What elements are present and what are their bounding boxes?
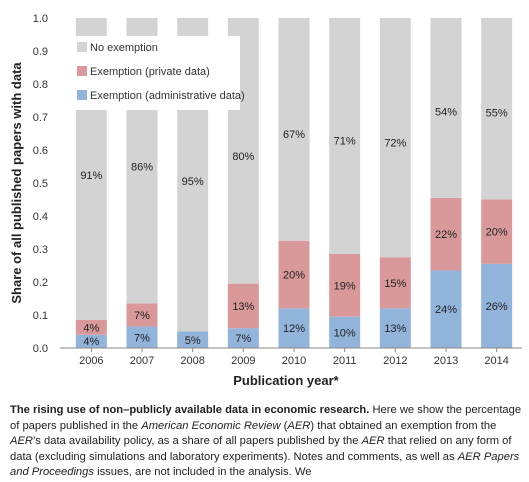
y-tick-label: 0.7 xyxy=(33,112,48,124)
data-label: 71% xyxy=(334,136,356,148)
figure-caption: The rising use of non–publicly available… xyxy=(10,403,522,481)
legend-swatch xyxy=(77,66,87,76)
bar-segment-no-exemption xyxy=(379,18,411,258)
y-tick-label: 0.5 xyxy=(33,178,48,190)
data-label: 91% xyxy=(80,170,102,182)
caption-text: ’s data availability policy, as a share … xyxy=(33,435,362,448)
x-tick-label: 2007 xyxy=(130,355,154,367)
data-label: 13% xyxy=(232,301,254,313)
caption-text: ) that obtained an exemption from the xyxy=(310,419,497,432)
data-label: 95% xyxy=(182,176,204,188)
x-tick-label: 2008 xyxy=(180,355,204,367)
x-tick-label: 2010 xyxy=(282,355,306,367)
legend-swatch xyxy=(77,42,87,52)
bar-segment-no-exemption xyxy=(329,18,361,254)
data-label: 55% xyxy=(486,107,508,119)
caption-text: issues, are not included in the analysis… xyxy=(93,466,312,479)
caption-text: Here we show the percentage of papers pu… xyxy=(10,404,522,432)
bar-segment-administrative xyxy=(481,263,513,348)
data-label: 26% xyxy=(486,301,508,313)
bar-segment-administrative xyxy=(75,334,107,348)
y-tick-label: 0.2 xyxy=(33,277,48,289)
y-axis-label: Share of all published papers with data xyxy=(9,62,24,304)
caption-abbr: AER xyxy=(361,435,385,448)
y-tick-label: 0.1 xyxy=(33,310,48,322)
stacked-bar-chart: 0.0 0.1 0.2 0.3 0.4 0.5 0.6 0.7 0.8 0.9 1.0 4% 4% 91… xyxy=(9,13,522,388)
x-axis-label: Publication year* xyxy=(233,373,339,388)
caption-text: ( xyxy=(280,419,288,432)
data-label: 80% xyxy=(232,151,254,163)
data-label: 7% xyxy=(134,332,150,344)
data-label: 54% xyxy=(435,107,457,119)
y-tick-label: 0.0 xyxy=(33,343,48,355)
bar-segment-private xyxy=(278,240,310,309)
y-tick-label: 0.8 xyxy=(33,79,48,91)
data-label: 4% xyxy=(83,336,99,348)
data-label: 86% xyxy=(131,161,153,173)
data-label: 72% xyxy=(384,137,406,149)
x-tick-label: 2012 xyxy=(383,355,407,367)
y-tick-label: 0.3 xyxy=(33,244,48,256)
data-label: 67% xyxy=(283,129,305,141)
data-label: 12% xyxy=(283,323,305,335)
bar-segment-administrative xyxy=(227,328,259,348)
caption-abbr: AER xyxy=(287,419,311,432)
bar-segment-administrative xyxy=(278,308,310,348)
data-label: 15% xyxy=(384,278,406,290)
legend-background xyxy=(72,36,240,110)
legend: No exemption Exemption (private data) Exem… xyxy=(72,36,245,110)
data-label: 4% xyxy=(83,322,99,334)
data-label: 19% xyxy=(334,280,356,292)
data-label: 20% xyxy=(486,227,508,239)
data-label: 10% xyxy=(334,327,356,339)
data-label: 13% xyxy=(384,323,406,335)
legend-entry: Exemption (private data) xyxy=(90,66,210,78)
bar-segment-no-exemption xyxy=(430,18,462,198)
data-label: 24% xyxy=(435,304,457,316)
bar-segment-administrative xyxy=(430,270,462,348)
data-label: 5% xyxy=(185,335,201,347)
y-tick-label: 0.9 xyxy=(33,46,48,58)
data-label: 22% xyxy=(435,229,457,241)
x-tick-label: 2009 xyxy=(231,355,255,367)
bar-segment-administrative xyxy=(126,326,158,348)
legend-entry: Exemption (administrative data) xyxy=(90,90,245,102)
bar-segment-administrative xyxy=(379,308,411,348)
caption-journal: AER Papers and Proceedings xyxy=(10,450,520,479)
data-label: 7% xyxy=(134,310,150,322)
bar-segment-no-exemption xyxy=(481,18,513,200)
data-label: 20% xyxy=(283,270,305,282)
bar-segment-private xyxy=(379,257,411,309)
y-tick-label: 0.4 xyxy=(33,211,48,223)
bar-segment-administrative xyxy=(329,316,361,348)
bar-segment-private xyxy=(227,283,259,329)
legend-swatch xyxy=(77,90,87,100)
bar-segment-private xyxy=(75,319,107,335)
caption-text: that relied on any form of data (excludi… xyxy=(10,435,512,463)
caption-journal: American Economic Review xyxy=(141,419,281,432)
bar-segment-private xyxy=(126,303,158,327)
x-tick-label: 2006 xyxy=(79,355,103,367)
y-tick-label: 1.0 xyxy=(33,13,48,25)
data-label: 7% xyxy=(235,333,251,345)
bar-segment-private xyxy=(430,197,462,271)
bar-segment-private xyxy=(329,253,361,317)
x-tick-label: 2011 xyxy=(333,355,357,367)
x-tick-label: 2013 xyxy=(434,355,458,367)
x-tick-label: 2014 xyxy=(484,355,508,367)
y-tick-label: 0.6 xyxy=(33,145,48,157)
caption-title: The rising use of non–publicly available… xyxy=(10,404,370,416)
legend-entry: No exemption xyxy=(90,42,158,54)
x-axis-ticks: 2006 2007 2008 2009 2010 2011 2012 2013 2014 xyxy=(79,348,509,367)
bar-segment-no-exemption xyxy=(278,18,310,241)
y-axis-ticks: 0.0 0.1 0.2 0.3 0.4 0.5 0.6 0.7 0.8 0.9 1.0 xyxy=(33,13,48,355)
bar-segment-administrative xyxy=(177,331,209,348)
bar-segment-private xyxy=(481,199,513,264)
caption-abbr: AER xyxy=(10,435,34,448)
